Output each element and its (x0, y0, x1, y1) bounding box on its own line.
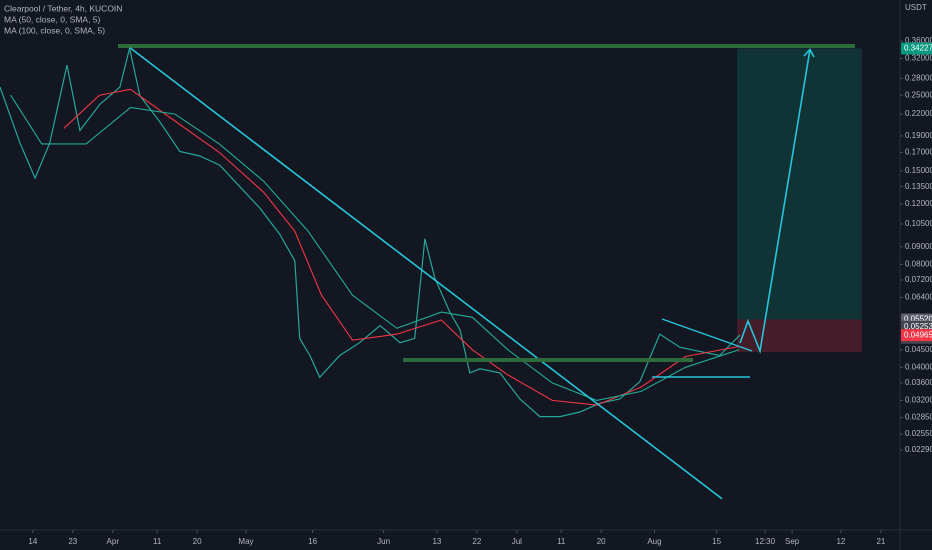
x-tick-label: 13 (432, 537, 441, 546)
y-tick-label: 0.03600 (905, 378, 932, 387)
legend-entry: MA (100, close, 0, SMA, 5) (4, 25, 105, 35)
x-tick-label: 22 (472, 537, 481, 546)
price-tag-label: 0.05253 (904, 322, 932, 331)
y-tick-label: 0.12000 (905, 199, 932, 208)
price-tag-label: 0.34227 (904, 44, 932, 53)
x-tick-label: Jul (512, 537, 522, 546)
trend-line (129, 47, 723, 500)
x-tick-label: 11 (557, 537, 566, 546)
x-tick-label: 20 (193, 537, 202, 546)
drawings (118, 44, 855, 500)
y-tick-label: 0.02550 (905, 429, 932, 438)
x-tick-label: Aug (647, 537, 661, 546)
y-tick-label: 0.06400 (905, 293, 932, 302)
price-unit: USDT (905, 3, 927, 12)
y-tick-label: 0.25000 (905, 90, 932, 99)
y-tick-label: 0.22000 (905, 109, 932, 118)
arrow-head (803, 48, 815, 58)
y-tick-label: 0.36000 (905, 36, 932, 45)
x-tick-label: Sep (785, 537, 800, 546)
x-tick-label: 16 (308, 537, 317, 546)
y-tick-label: 0.19000 (905, 131, 932, 140)
target-zone (737, 48, 862, 320)
x-tick-label: Apr (107, 537, 120, 546)
y-tick-label: 0.13500 (905, 182, 932, 191)
price-line (0, 48, 741, 418)
triangle-upper (661, 318, 753, 352)
legend-entry: MA (50, close, 0, SMA, 5) (4, 14, 101, 24)
y-tick-label: 0.32000 (905, 54, 932, 63)
price-tag (901, 42, 932, 55)
y-tick-label: 0.10500 (905, 219, 932, 228)
price-tag-label: 0.04965 (904, 330, 932, 339)
x-tick-label: May (238, 537, 253, 546)
y-tick-label: 0.04500 (905, 345, 932, 354)
projection-arrow (739, 49, 811, 354)
x-tick-label: 23 (68, 537, 77, 546)
x-tick-label: 12 (836, 537, 845, 546)
y-tick-label: 0.02850 (905, 413, 932, 422)
y-tick-label: 0.04000 (905, 362, 932, 371)
moving-average (10, 94, 739, 401)
x-tick-label: 21 (876, 537, 885, 546)
y-tick-label: 0.03200 (905, 396, 932, 405)
y-tick-label: 0.09000 (905, 242, 932, 251)
y-tick-label: 0.17000 (905, 148, 932, 157)
price-tag (901, 329, 932, 342)
y-tick-label: 0.08000 (905, 259, 932, 268)
x-tick-label: 14 (28, 537, 37, 546)
x-tick-label: 20 (597, 537, 606, 546)
price-tag-label: 0.05520 (904, 315, 932, 324)
x-tick-label: Jun (377, 537, 390, 546)
y-tick-label: 0.15000 (905, 166, 932, 175)
moving-average (63, 88, 739, 406)
stop-zone (737, 319, 862, 353)
x-tick-label: 11 (153, 537, 162, 546)
y-tick-label: 0.28000 (905, 73, 932, 82)
chart-title: Clearpool / Tether, 4h, KUCOIN (4, 3, 122, 13)
x-tick-label: 15 (712, 537, 721, 546)
y-tick-label: 0.02290 (905, 445, 932, 454)
y-tick-label: 0.07200 (905, 275, 932, 284)
x-tick-label: 12:30 (755, 537, 776, 546)
plot-area (0, 48, 862, 418)
